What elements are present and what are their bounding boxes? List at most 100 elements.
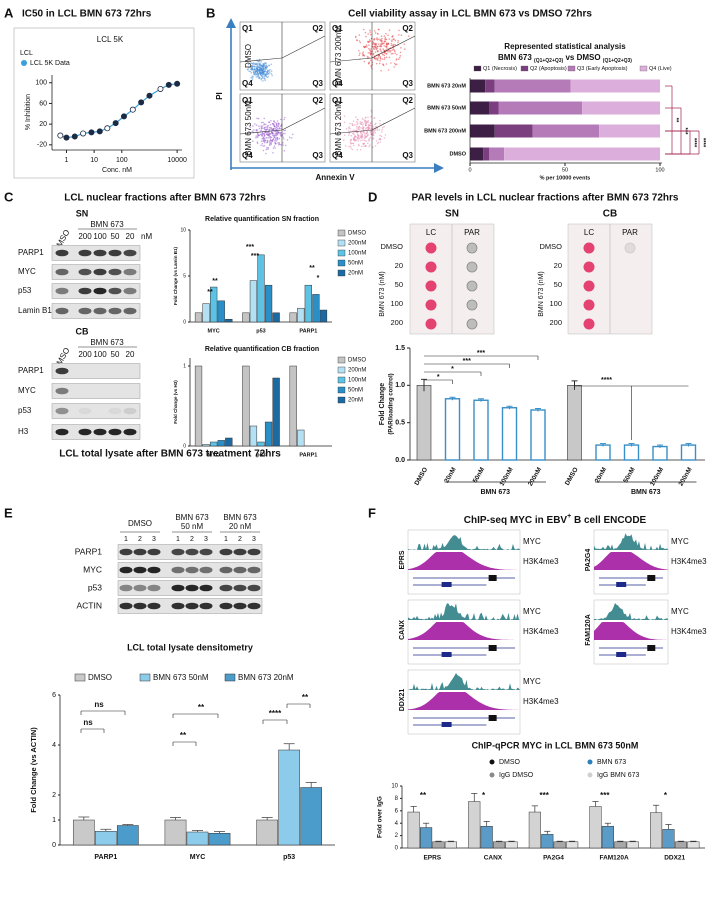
event-dot [380, 135, 383, 138]
event-dot [370, 130, 372, 133]
event-dot [368, 62, 370, 65]
lane-label: 2 [238, 536, 242, 543]
chart-title: ChIP-qPCR MYC in LCL BMN 673 50nM [472, 740, 639, 750]
bar [217, 300, 225, 323]
event-dot [382, 63, 384, 66]
event-dot [251, 75, 253, 77]
event-dot [272, 124, 275, 126]
x-tick-label: CANX [484, 855, 503, 862]
event-dot [283, 149, 286, 152]
row-label: 20 [554, 261, 562, 270]
event-dot [373, 48, 376, 50]
event-dot [358, 125, 361, 128]
dot [583, 280, 595, 292]
plot-title: LCL 5K [97, 35, 124, 44]
bar [626, 841, 639, 849]
event-dot [372, 146, 374, 148]
event-dot [365, 121, 368, 123]
panel-title: PAR levels in LCL nuclear fractions afte… [412, 193, 679, 204]
event-dot [364, 121, 366, 123]
bar [687, 841, 700, 849]
event-dot [263, 123, 266, 125]
event-dot [259, 133, 262, 136]
event-dot [266, 146, 268, 149]
event-dot [264, 131, 267, 134]
event-dot [353, 139, 355, 141]
dot [425, 261, 437, 273]
event-dot [363, 60, 366, 63]
x-tick-label: FAM120A [599, 855, 629, 862]
event-dot [395, 63, 398, 66]
event-dot [269, 127, 272, 129]
row-label: PARP1 [18, 248, 44, 257]
event-dot [374, 45, 376, 48]
event-dot [399, 51, 402, 54]
x-tick-label: 10000 [167, 157, 187, 164]
significance: **** [690, 138, 696, 148]
lane-label: 1 [176, 536, 180, 543]
lane-label: 3 [252, 536, 256, 543]
bar [468, 801, 481, 849]
legend-label: 200nM [348, 368, 366, 374]
event-dot [391, 40, 393, 42]
event-dot [358, 138, 360, 140]
event-dot [366, 131, 369, 134]
bar-segment [470, 147, 484, 161]
event-dot [356, 118, 359, 121]
event-dot [266, 127, 269, 129]
y-tick-label: 0 [183, 443, 186, 449]
event-dot [270, 136, 273, 139]
blot-band [233, 548, 247, 556]
event-dot [256, 65, 259, 67]
event-dot [258, 62, 260, 65]
event-dot [383, 40, 386, 43]
event-dot [262, 64, 264, 66]
lane-label: 1 [124, 536, 128, 543]
event-dot [263, 141, 266, 144]
event-dot [254, 72, 256, 74]
event-dot [274, 138, 277, 141]
event-dot [282, 136, 284, 138]
bar [304, 284, 312, 323]
event-dot [252, 125, 254, 127]
significance: ** [198, 703, 205, 712]
event-dot [259, 69, 262, 71]
x-tick-label: 50nM [472, 466, 486, 484]
bar-segment [483, 147, 489, 161]
blot-band [247, 602, 261, 610]
event-dot [383, 35, 386, 37]
row-label: 20 [395, 261, 403, 270]
y-axis-label: Fold over IgG [377, 796, 384, 838]
event-dot [354, 135, 357, 138]
event-dot [356, 149, 359, 151]
event-dot [376, 32, 379, 35]
data-point [129, 106, 136, 113]
blot-label: SN [445, 209, 459, 220]
track-label: MYC [671, 607, 689, 616]
event-dot [368, 56, 370, 59]
bar [650, 812, 663, 849]
event-dot [268, 127, 271, 129]
event-dot [391, 49, 394, 51]
dot [583, 318, 595, 330]
lane-label: 1 [224, 536, 228, 543]
event-dot [349, 145, 352, 148]
legend-swatch [337, 249, 346, 257]
bar [553, 841, 566, 849]
quadrant-label: Q3 [312, 151, 323, 160]
blot-band [219, 584, 233, 592]
bar [194, 312, 203, 323]
y-tick-label: 10 [391, 784, 398, 790]
event-dot [263, 127, 266, 129]
bar [208, 833, 231, 846]
event-dot [247, 68, 249, 70]
event-dot [375, 45, 377, 47]
event-dot [369, 136, 372, 139]
bar [256, 819, 279, 846]
blot-band [123, 407, 137, 415]
blot-band [108, 307, 122, 315]
event-dot [390, 50, 392, 52]
event-dot [274, 147, 277, 149]
bar [194, 365, 203, 447]
x-tick-label: PARP1 [299, 452, 317, 458]
